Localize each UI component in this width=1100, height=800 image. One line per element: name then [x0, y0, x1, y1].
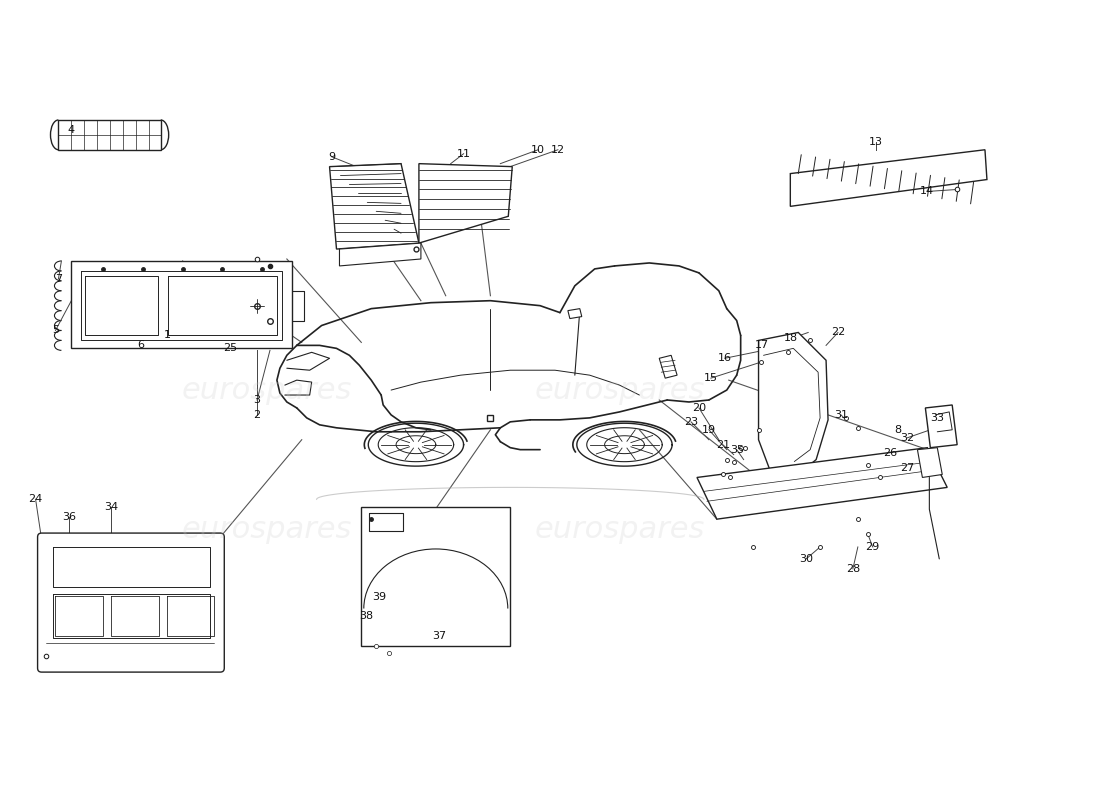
Polygon shape	[568, 309, 582, 318]
Text: 25: 25	[223, 343, 238, 354]
Text: 9: 9	[328, 152, 336, 162]
Text: 8: 8	[894, 425, 901, 434]
Text: 13: 13	[869, 137, 882, 147]
Polygon shape	[72, 261, 292, 348]
Polygon shape	[340, 243, 421, 266]
Text: 4: 4	[68, 125, 75, 135]
Text: 19: 19	[702, 425, 716, 434]
Text: 2: 2	[253, 410, 261, 420]
Text: 31: 31	[834, 410, 848, 420]
Text: 21: 21	[716, 440, 730, 450]
Text: 22: 22	[830, 327, 845, 338]
Text: 30: 30	[800, 554, 813, 564]
Polygon shape	[330, 164, 419, 249]
Text: 33: 33	[931, 413, 944, 423]
Text: 12: 12	[551, 145, 565, 154]
Text: 3: 3	[253, 395, 261, 405]
Text: 39: 39	[372, 592, 386, 602]
Text: 26: 26	[883, 448, 898, 458]
Text: 23: 23	[684, 417, 699, 427]
Text: 11: 11	[456, 149, 471, 158]
Text: 36: 36	[63, 512, 76, 522]
Text: 34: 34	[104, 502, 118, 512]
Text: 17: 17	[755, 340, 769, 350]
Text: 10: 10	[531, 145, 546, 154]
Text: 20: 20	[692, 403, 706, 413]
Polygon shape	[925, 405, 957, 448]
Polygon shape	[759, 333, 828, 474]
Text: 37: 37	[431, 631, 446, 642]
Text: eurospares: eurospares	[182, 514, 352, 543]
Polygon shape	[419, 164, 513, 243]
Text: 7: 7	[55, 274, 62, 284]
Polygon shape	[361, 507, 510, 646]
Text: 29: 29	[866, 542, 880, 552]
Text: 15: 15	[704, 373, 718, 383]
Text: eurospares: eurospares	[182, 375, 352, 405]
Text: eurospares: eurospares	[535, 514, 705, 543]
Text: 6: 6	[138, 340, 144, 350]
Text: 5: 5	[52, 326, 59, 335]
Text: 14: 14	[921, 186, 934, 197]
Text: 18: 18	[784, 334, 799, 343]
Text: 24: 24	[29, 494, 43, 504]
FancyBboxPatch shape	[37, 533, 224, 672]
Text: 27: 27	[901, 462, 914, 473]
Text: eurospares: eurospares	[535, 375, 705, 405]
Polygon shape	[58, 120, 161, 150]
Text: 1: 1	[164, 330, 172, 341]
Text: 35: 35	[729, 445, 744, 454]
Polygon shape	[659, 355, 678, 378]
Text: 16: 16	[718, 354, 732, 363]
Polygon shape	[790, 150, 987, 206]
Text: 38: 38	[360, 611, 373, 622]
Text: 28: 28	[846, 564, 860, 574]
Polygon shape	[917, 448, 943, 478]
Text: 32: 32	[901, 433, 914, 442]
Polygon shape	[697, 448, 947, 519]
